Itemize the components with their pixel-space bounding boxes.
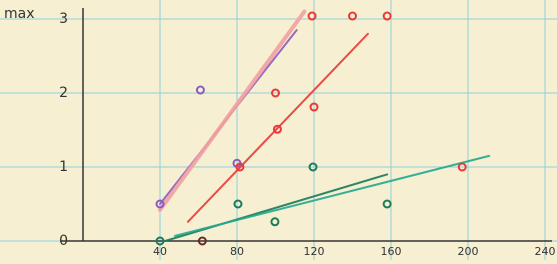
x-tick-label: 240 xyxy=(535,245,556,258)
y-tick-label: 0 xyxy=(59,233,68,249)
x-tick-label: 120 xyxy=(304,245,325,258)
y-tick-label: 1 xyxy=(59,159,68,175)
y-tick-label: 2 xyxy=(59,85,68,101)
trend-line xyxy=(165,174,387,241)
trend-line xyxy=(160,12,304,210)
chart: max 0 1 2 3 40 80 120 160 200 240 xyxy=(0,0,557,260)
trend-line xyxy=(175,156,489,236)
point xyxy=(349,13,356,20)
y-tick-label: 3 xyxy=(59,11,68,27)
x-tick-label: 80 xyxy=(230,245,244,258)
x-tick-label: 200 xyxy=(458,245,479,258)
point xyxy=(234,201,241,208)
point xyxy=(309,13,316,20)
y-axis-label: max xyxy=(4,6,35,22)
point xyxy=(384,201,391,208)
x-tick-label: 40 xyxy=(153,245,167,258)
x-tick-label: 160 xyxy=(381,245,402,258)
point xyxy=(384,13,391,20)
point xyxy=(271,218,278,225)
point xyxy=(197,87,204,94)
